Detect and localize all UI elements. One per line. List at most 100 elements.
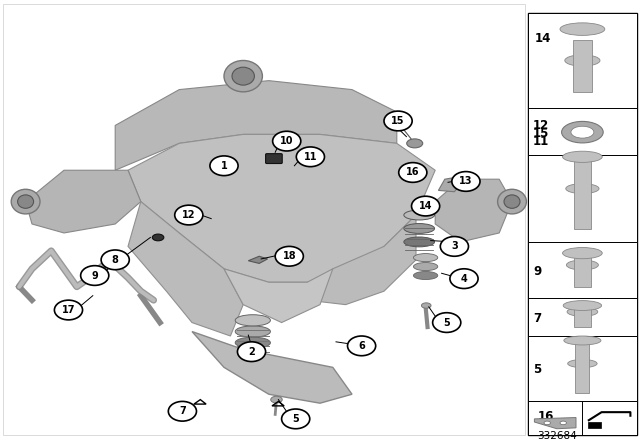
Text: 332684: 332684: [537, 431, 577, 441]
Text: 18: 18: [282, 251, 296, 261]
Ellipse shape: [413, 263, 438, 271]
Text: 9: 9: [533, 264, 541, 278]
Polygon shape: [128, 202, 243, 336]
Ellipse shape: [407, 139, 423, 148]
FancyBboxPatch shape: [574, 158, 591, 229]
FancyBboxPatch shape: [528, 401, 637, 435]
Text: 6: 6: [358, 341, 365, 351]
Circle shape: [412, 196, 440, 216]
Ellipse shape: [404, 210, 435, 220]
Text: 5: 5: [292, 414, 299, 424]
Ellipse shape: [560, 23, 605, 35]
Ellipse shape: [563, 247, 602, 259]
Ellipse shape: [224, 60, 262, 92]
Ellipse shape: [567, 307, 598, 316]
Circle shape: [101, 250, 129, 270]
Ellipse shape: [568, 359, 597, 367]
FancyBboxPatch shape: [266, 154, 282, 164]
Polygon shape: [534, 418, 576, 429]
Ellipse shape: [560, 421, 566, 425]
Text: 12: 12: [533, 119, 549, 132]
Circle shape: [348, 336, 376, 356]
Circle shape: [168, 401, 196, 421]
Polygon shape: [438, 177, 461, 192]
Ellipse shape: [563, 151, 602, 163]
FancyBboxPatch shape: [528, 13, 637, 435]
FancyBboxPatch shape: [575, 342, 589, 393]
Text: 15: 15: [533, 126, 550, 140]
Ellipse shape: [564, 55, 600, 66]
Ellipse shape: [404, 224, 435, 233]
Polygon shape: [435, 179, 512, 242]
Circle shape: [399, 163, 427, 182]
Circle shape: [450, 269, 478, 289]
Polygon shape: [26, 170, 141, 233]
Text: 3: 3: [451, 241, 458, 251]
Circle shape: [452, 172, 480, 191]
FancyBboxPatch shape: [573, 40, 592, 92]
Text: 7: 7: [179, 406, 186, 416]
Text: 2: 2: [248, 347, 255, 357]
Ellipse shape: [571, 126, 594, 138]
Ellipse shape: [18, 195, 34, 208]
Text: 16: 16: [406, 168, 420, 177]
Text: 4: 4: [461, 274, 467, 284]
Ellipse shape: [152, 234, 164, 241]
FancyBboxPatch shape: [528, 13, 637, 108]
Ellipse shape: [498, 189, 526, 214]
Ellipse shape: [566, 184, 599, 194]
Circle shape: [296, 147, 324, 167]
Ellipse shape: [562, 121, 603, 143]
Polygon shape: [115, 81, 397, 170]
Ellipse shape: [12, 189, 40, 214]
Text: 16: 16: [538, 410, 554, 423]
Text: 9: 9: [92, 271, 98, 280]
Ellipse shape: [232, 67, 254, 85]
Ellipse shape: [544, 421, 550, 425]
Text: 15: 15: [391, 116, 405, 126]
Ellipse shape: [271, 396, 282, 403]
Text: 13: 13: [459, 177, 473, 186]
FancyBboxPatch shape: [588, 422, 601, 428]
Circle shape: [282, 409, 310, 429]
Circle shape: [237, 342, 266, 362]
FancyBboxPatch shape: [3, 4, 525, 435]
Circle shape: [433, 313, 461, 332]
Text: 14: 14: [534, 31, 551, 45]
Polygon shape: [192, 332, 352, 403]
Ellipse shape: [404, 237, 435, 247]
Text: 12: 12: [182, 210, 196, 220]
Text: 7: 7: [533, 311, 541, 325]
Circle shape: [273, 131, 301, 151]
Polygon shape: [128, 134, 435, 282]
Text: 11: 11: [303, 152, 317, 162]
Polygon shape: [307, 215, 416, 305]
Ellipse shape: [422, 303, 431, 308]
Ellipse shape: [236, 337, 271, 349]
Circle shape: [210, 156, 238, 176]
FancyBboxPatch shape: [528, 108, 637, 155]
Circle shape: [175, 205, 203, 225]
Circle shape: [81, 266, 109, 285]
FancyBboxPatch shape: [528, 298, 637, 336]
Text: 8: 8: [112, 255, 118, 265]
Ellipse shape: [563, 301, 602, 310]
Circle shape: [54, 300, 83, 320]
Text: 17: 17: [61, 305, 76, 315]
Text: 5: 5: [444, 318, 450, 327]
FancyBboxPatch shape: [574, 253, 591, 287]
Ellipse shape: [413, 198, 428, 207]
FancyBboxPatch shape: [528, 155, 637, 242]
Ellipse shape: [236, 326, 271, 337]
Polygon shape: [224, 269, 333, 323]
Ellipse shape: [564, 336, 601, 345]
Circle shape: [275, 246, 303, 266]
Text: 14: 14: [419, 201, 433, 211]
FancyBboxPatch shape: [574, 306, 591, 327]
Ellipse shape: [236, 314, 271, 326]
Text: 10: 10: [280, 136, 294, 146]
FancyBboxPatch shape: [528, 336, 637, 401]
Circle shape: [384, 111, 412, 131]
FancyBboxPatch shape: [528, 242, 637, 298]
Text: 1: 1: [221, 161, 227, 171]
